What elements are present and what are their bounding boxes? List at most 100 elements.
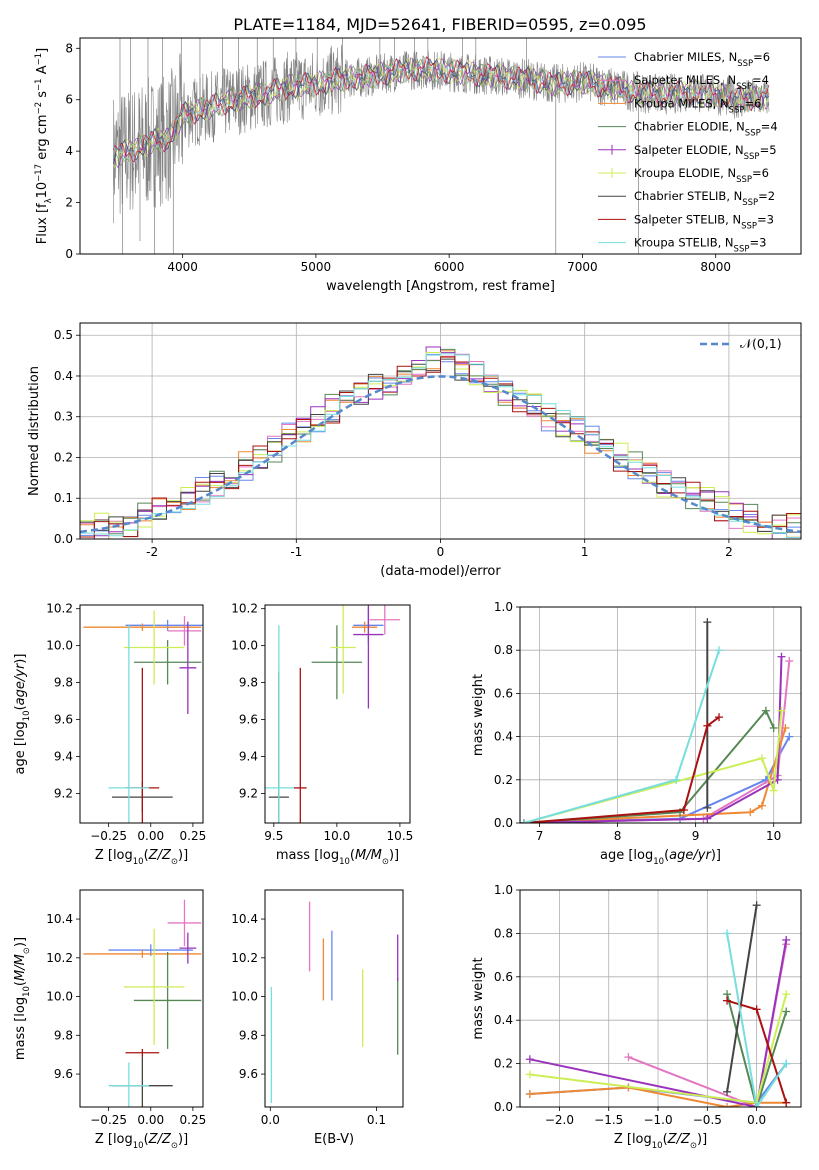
chart-z-weight: −2.0 −1.5 −1.0 −0.5 0.0 0.0 0.2 0.4 0.6 0.8 1.0 Z […	[471, 883, 802, 1151]
axes-frame	[264, 889, 404, 1108]
model-spectrum-line-4	[113, 57, 770, 169]
x-tick-label: 0.25	[180, 829, 207, 843]
x-tick-label: 0.1	[367, 1113, 386, 1127]
x-axis-label: Z [log10(Z/Z⊙)]	[95, 848, 188, 867]
x-tick-label: 8000	[700, 260, 731, 274]
y-tick-label: 0.1	[54, 491, 73, 505]
y-tick-label: 9.8	[54, 676, 73, 690]
x-tick-label: 1	[581, 545, 589, 559]
y-tick-label: 10.4	[231, 912, 258, 926]
chart-mass-age: 9.5 10.0 10.5 9.2 9.4 9.6 9.8 10.0 10.2 mass [log…	[231, 602, 414, 867]
plot-area-mass-age	[265, 605, 400, 823]
y-tick-label: 10.0	[231, 990, 258, 1004]
y-tick-label: 9.4	[239, 749, 258, 763]
legend-gaussian-label: 𝒩(0,1)	[740, 336, 782, 351]
axes-frame	[79, 889, 204, 1108]
x-tick-label: −2.0	[545, 1113, 574, 1127]
x-tick-label: 10	[766, 829, 781, 843]
plot-area-z-mass	[83, 899, 202, 1107]
weight-line-7	[523, 716, 720, 823]
x-tick-label: -2	[146, 545, 158, 559]
model-spectrum-line-7	[112, 56, 770, 163]
x-axis-label: Z [log10(Z/Z⊙)]	[95, 1132, 188, 1151]
chart-z-mass: −0.25 0.00 0.25 9.6 9.8 10.0 10.2 10.4 Z [log10(…	[13, 889, 206, 1151]
y-tick-label: 9.6	[239, 1067, 258, 1081]
x-tick-label: −1.5	[594, 1113, 623, 1127]
axes-frame	[79, 37, 802, 255]
weight-line-1	[523, 660, 791, 823]
legend-entry-7: Salpeter STELIB, NSSP=3	[634, 212, 774, 231]
y-tick-label: 1.0	[494, 883, 513, 897]
x-axis-label: mass [log10(M/M⊙)]	[276, 848, 399, 867]
x-tick-label: -1	[290, 545, 302, 559]
chart-z-age: −0.25 0.00 0.25 9.2 9.4 9.6 9.8 10.0 10.2 Z [log1…	[13, 602, 207, 867]
weight-line-2	[523, 727, 787, 823]
plot-area-ebv-mass	[270, 901, 399, 1104]
x-tick-label: 0.0	[261, 1113, 280, 1127]
y-tick-label: 6	[65, 93, 73, 107]
plot-area-age-weight	[520, 618, 794, 823]
y-tick-label: 9.6	[54, 1067, 73, 1081]
weight-line-6	[726, 905, 758, 1092]
grid-z-weight	[520, 889, 801, 1108]
x-tick-label: −0.25	[90, 1113, 127, 1127]
histogram-step-8	[80, 353, 801, 538]
plot-area-z-weight	[525, 901, 791, 1107]
legend-entry-6: Chabrier STELIB, NSSP=2	[634, 189, 775, 208]
y-tick-label: 10.0	[46, 990, 73, 1004]
legend-entry-5: Kroupa ELODIE, NSSP=6	[634, 166, 769, 185]
histogram-step-4	[80, 346, 801, 539]
axes-frame	[519, 889, 802, 1108]
x-tick-label: 4000	[167, 260, 198, 274]
y-tick-label: 1.0	[494, 600, 513, 614]
y-tick-label: 9.8	[54, 1028, 73, 1042]
legend-entry-8: Kroupa STELIB, NSSP=3	[634, 236, 766, 255]
legend-entry-0: Chabrier MILES, NSSP=6	[634, 50, 770, 69]
weight-line-5	[523, 710, 783, 823]
y-tick-label: 0	[65, 247, 73, 261]
x-axis-label: E(B-V)	[314, 1132, 354, 1147]
weight-line-2	[529, 1086, 787, 1107]
x-axis-label: wavelength [Angstrom, rest frame]	[326, 279, 555, 294]
y-axis-label: mass [log10(M/M⊙)]	[13, 937, 32, 1060]
legend-entry-3: Chabrier ELODIE, NSSP=4	[634, 120, 778, 139]
y-tick-label: 9.6	[239, 713, 258, 727]
x-tick-label: 0.0	[747, 1113, 766, 1127]
x-tick-label: 0	[437, 545, 445, 559]
y-tick-label: 10.2	[46, 602, 73, 616]
weight-line-8	[726, 933, 788, 1107]
y-tick-label: 9.2	[239, 786, 258, 800]
y-tick-label: 10.0	[231, 639, 258, 653]
x-axis-label: age [log10(age/yr)]	[600, 848, 721, 867]
y-tick-label: 0.4	[54, 369, 73, 383]
histogram-step-7	[80, 356, 801, 538]
chart-residuals: -2 -1 0 1 2 0.0 0.1 0.2 0.3 0.4 0.5 𝒩(0,1) (data-mod…	[27, 322, 802, 579]
x-tick-label: 10.5	[387, 829, 414, 843]
x-tick-label: 7000	[567, 260, 598, 274]
x-axis-label: (data-model)/error	[380, 564, 501, 579]
axes-frame	[79, 604, 204, 824]
y-tick-label: 9.4	[54, 749, 73, 763]
y-tick-label: 0.3	[54, 410, 73, 424]
y-tick-label: 0.0	[54, 532, 73, 546]
y-tick-label: 10.2	[231, 602, 258, 616]
y-tick-label: 10.2	[231, 951, 258, 965]
weight-line-4	[523, 656, 783, 823]
plot-area-z-age	[83, 610, 203, 823]
y-tick-label: 0.2	[54, 450, 73, 464]
figure-title: PLATE=1184, MJD=52641, FIBERID=0595, z=0…	[233, 15, 646, 34]
model-spectrum-line-3	[113, 57, 770, 166]
x-tick-label: 2	[725, 545, 733, 559]
model-spectrum-line-5	[112, 57, 770, 169]
y-tick-label: 0.2	[494, 773, 513, 787]
x-tick-label: 8	[614, 829, 622, 843]
x-tick-label: 7	[536, 829, 544, 843]
chart-ebv-mass: 0.0 0.1 9.6 9.8 10.0 10.2 10.4 E(B-V)	[231, 889, 404, 1147]
x-tick-label: 9.5	[264, 829, 283, 843]
y-tick-label: 9.2	[54, 786, 73, 800]
axes-frame	[519, 606, 802, 824]
x-tick-label: −1.0	[643, 1113, 672, 1127]
y-tick-label: 8	[65, 41, 73, 55]
legend-entry-4: Salpeter ELODIE, NSSP=5	[634, 143, 777, 162]
